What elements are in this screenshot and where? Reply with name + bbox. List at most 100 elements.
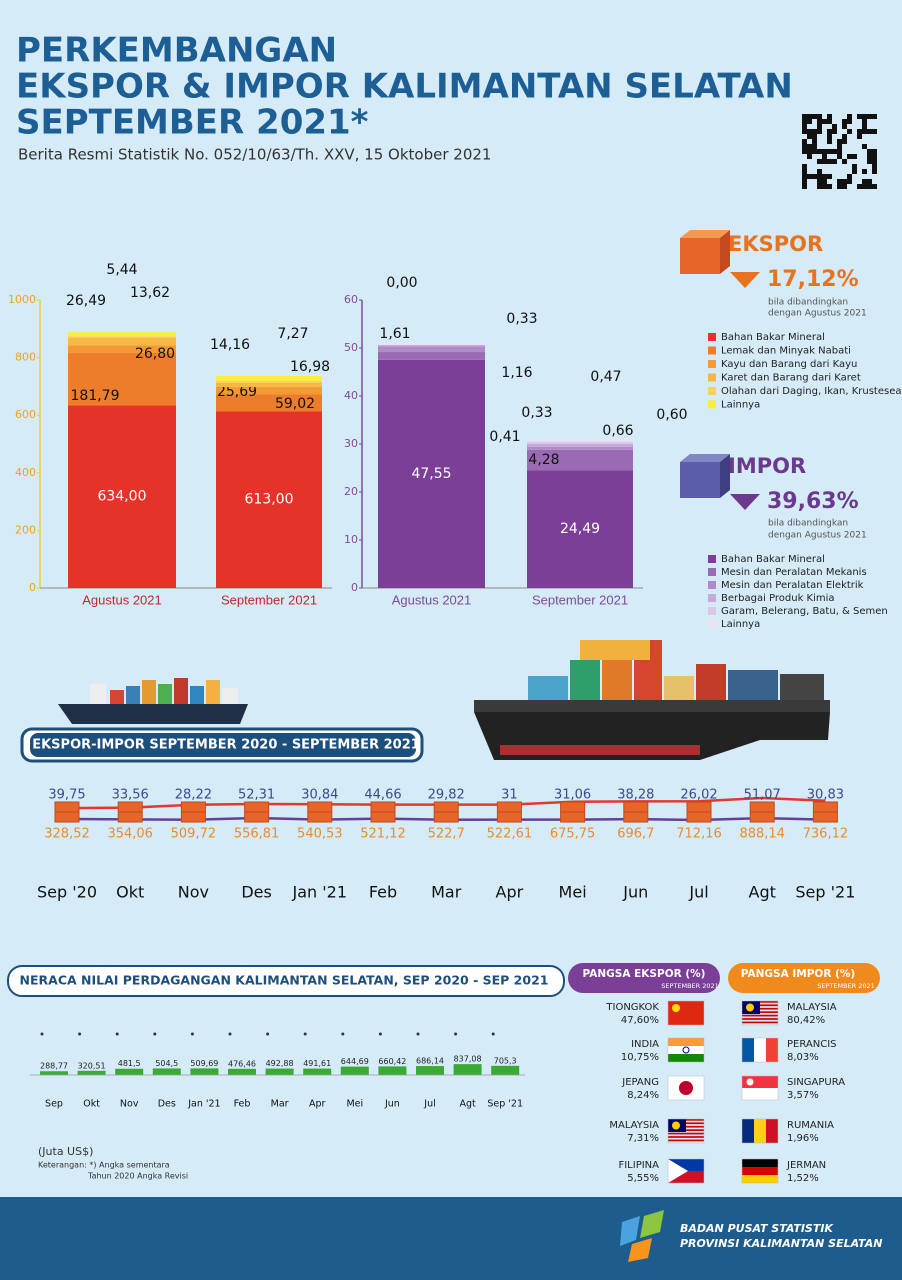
qr-cell [872,149,877,154]
bar-segment [378,344,485,347]
qr-cell [867,159,872,164]
qr-cell [807,144,812,149]
note: Keterangan: *) Angka sementara [38,1161,170,1170]
y-tick-label: 40 [344,389,358,402]
qr-cell [802,164,807,169]
x-tick-label: Nov [120,1099,139,1110]
qr-cell [817,124,822,129]
country: MALAYSIA [787,1002,837,1013]
bps-logo [620,1210,664,1262]
flag-part [746,1003,754,1012]
bar-segment [68,332,176,337]
legend-swatch [708,607,716,615]
value-label: 696,7 [617,827,654,842]
flag [741,1118,779,1144]
country: INDIA [631,1039,659,1050]
bar-segment [527,446,633,450]
share-pill [568,963,720,993]
balance-chart-title: NERACA NILAI PERDAGANGAN KALIMANTAN SELA… [20,973,549,988]
value-label: 634,00 [98,489,147,505]
value-label: 328,52 [44,827,90,842]
note: Tahun 2020 Angka Revisi [87,1172,188,1181]
small-ship [58,678,248,724]
qr-cell [822,149,827,154]
bar [40,1071,68,1075]
qr-cell [807,154,812,159]
value-label: 30,83 [807,788,844,803]
down-arrow [730,494,760,510]
qr-cell [872,164,877,169]
share: 47,60% [621,1015,659,1026]
qr-cell [827,134,832,139]
value-label: 24,49 [560,521,600,537]
flag-part [672,1121,680,1130]
flag-part [668,1046,704,1054]
x-tick-label: Jan '21 [292,883,348,902]
x-tick-label: Mar [431,883,462,902]
bar-segment [527,470,633,588]
value-label: 504,5 [155,1059,178,1068]
bar-segment [527,441,633,444]
qr-cell [867,154,872,159]
bar-segment [216,387,322,395]
qr-cell [812,114,817,119]
legend-label: Mesin dan Peralatan Mekanis [721,567,867,578]
legend-label: Bahan Bakar Mineral [721,554,825,565]
legend-swatch [708,346,716,355]
qr-cell [837,144,842,149]
value-label: 0,41 [489,429,520,445]
dot [341,1032,345,1036]
flag-part [746,1078,754,1086]
country: PERANCIS [787,1039,837,1050]
value-label: 476,46 [228,1059,256,1068]
value-label: 4,28 [528,452,559,468]
value-label: 7,27 [277,326,308,342]
qr-cell [802,119,807,124]
y-tick-label: 400 [15,466,36,479]
value-label: 13,62 [130,285,170,301]
y-tick-label: 0 [351,581,358,594]
y-tick-label: 50 [344,341,358,354]
qr-cell [802,144,807,149]
qr-cell [837,184,842,189]
bar [77,1070,106,1075]
x-tick-label: Sep '21 [795,883,855,902]
bar [378,1066,407,1075]
bar-segment [216,375,322,381]
bar-segment [216,380,322,383]
legend-swatch [708,594,716,602]
legend-label: Karet dan Barang dari Karet [721,373,861,384]
value-label: 47,55 [411,466,451,482]
value-label: 320,51 [78,1061,106,1070]
qr-cell [837,154,842,159]
flag-border [741,1000,779,1026]
qr-cell [862,119,867,124]
dot [190,1032,194,1036]
value-label: 1,61 [379,326,410,342]
qr-cell [817,129,822,134]
share: 1,52% [787,1173,819,1184]
qr-cell [817,174,822,179]
flag-part [742,1018,778,1020]
value-label: 613,00 [245,492,294,508]
value-label: 522,7 [428,827,465,842]
qr-cell [852,154,857,159]
bar [491,1065,520,1075]
flag-part [754,1038,766,1062]
x-tick-label: Feb [369,883,397,902]
x-tick-label: Okt [83,1099,100,1110]
qr-cell [867,179,872,184]
value-label: 837,08 [454,1055,482,1064]
y-tick-label: 30 [344,437,358,450]
qr-cell [817,114,822,119]
x-tick-label: Jul [423,1099,435,1110]
qr-cell [852,169,857,174]
flag-part [668,1001,704,1025]
value-label: 26,49 [66,293,106,309]
share: 8,24% [627,1090,659,1101]
qr-cell [827,174,832,179]
qr-cell [827,159,832,164]
value-label: 521,12 [360,827,406,842]
qr-cell [872,114,877,119]
qr-cell [862,129,867,134]
